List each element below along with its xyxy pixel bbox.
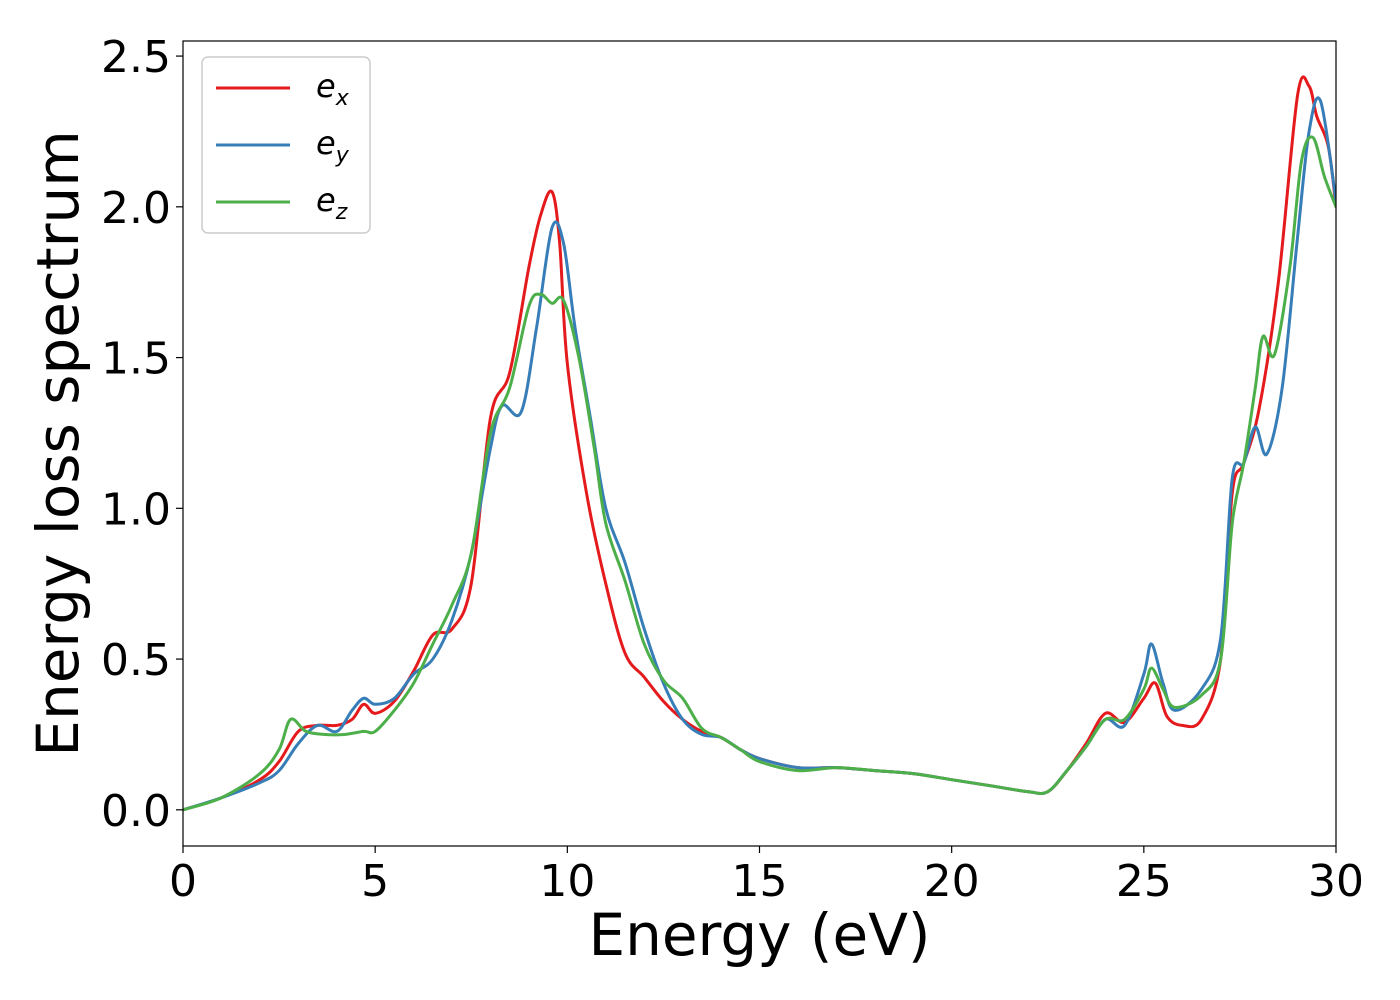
y-axis-ticks: 0.0 0.5 1.0 1.5 2.0 2.5 [101, 32, 183, 837]
legend-label-e-z: ez [316, 181, 348, 225]
y-tick-label: 2.5 [101, 32, 171, 83]
x-tick-label: 30 [1308, 856, 1364, 907]
series-line-e-z [183, 135, 1336, 812]
x-axis-ticks: 0 5 10 15 20 25 30 [169, 846, 1364, 907]
y-tick-label: 1.0 [101, 484, 171, 535]
x-tick-label: 25 [1116, 856, 1172, 907]
y-tick-label: 0.0 [101, 786, 171, 837]
x-tick-label: 20 [924, 856, 980, 907]
x-tick-label: 0 [169, 856, 197, 907]
y-tick-label: 1.5 [101, 334, 171, 385]
y-tick-label: 2.0 [101, 183, 171, 234]
series-layer [183, 75, 1336, 812]
y-axis-label: Energy loss spectrum [24, 130, 92, 756]
legend-label-e-x: ex [316, 67, 350, 111]
x-tick-label: 15 [732, 856, 788, 907]
legend: ex ey ez [201, 56, 371, 234]
x-tick-label: 5 [361, 856, 389, 907]
x-axis-label: Energy (eV) [588, 901, 930, 969]
legend-label-e-y: ey [316, 124, 350, 168]
x-tick-label: 10 [539, 856, 595, 907]
y-tick-label: 0.5 [101, 635, 171, 686]
